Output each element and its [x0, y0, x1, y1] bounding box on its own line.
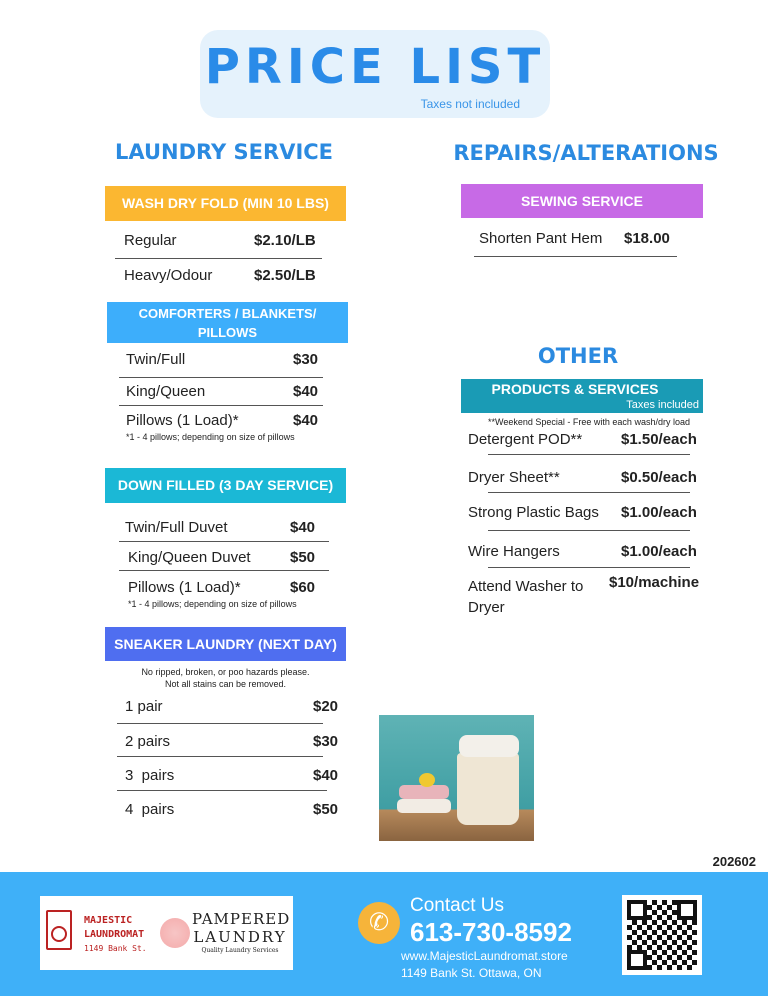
item-name: 4 pairs: [125, 801, 175, 818]
divider: [474, 256, 677, 257]
item-price: $1.00/each: [621, 543, 697, 560]
qr-code[interactable]: [622, 895, 702, 975]
divider: [488, 530, 690, 531]
item-price: $10/machine: [609, 574, 700, 591]
item-name: Heavy/Odour: [124, 267, 213, 284]
item-price: $40: [313, 767, 339, 784]
code: 202602: [712, 854, 756, 869]
contact-label: Contact Us: [410, 895, 504, 916]
divider: [488, 567, 690, 568]
sneaker-note: No ripped, broken, or poo hazards please…: [141, 667, 310, 677]
majestic-logo: MAJESTIC LAUNDROMAT 1149 Bank St.: [84, 915, 147, 953]
item-name: Pillows (1 Load)*: [128, 579, 241, 596]
down-header: DOWN FILLED (3 DAY SERVICE): [105, 468, 346, 503]
item-price: $18.00: [624, 230, 670, 247]
item-price: $40: [293, 383, 319, 400]
comforters-header: COMFORTERS / BLANKETS/ PILLOWS: [107, 302, 348, 343]
divider: [119, 377, 323, 378]
item-name: 2 pairs: [125, 733, 171, 750]
item-price: $2.10/LB: [254, 232, 316, 249]
item-name: Wire Hangers: [468, 543, 560, 560]
item-price: $30: [313, 733, 339, 750]
item-name: King/Queen: [126, 383, 206, 400]
sneaker-note: Not all stains can be removed.: [164, 679, 287, 689]
laundry-photo: [379, 715, 534, 841]
page-title: PRICE LIST: [204, 39, 546, 95]
washer-icon: [46, 910, 72, 950]
divider: [117, 756, 323, 757]
item-name: 3 pairs: [125, 767, 175, 784]
divider: [119, 405, 323, 406]
item-name: Dryer Sheet**: [468, 469, 560, 486]
item-price: $30: [293, 351, 319, 368]
divider: [488, 454, 690, 455]
item-name: Attend Washer to Dryer: [468, 578, 584, 616]
item-price: $2.50/LB: [254, 267, 316, 284]
item-name: Shorten Pant Hem: [479, 230, 603, 247]
item-price: $20: [313, 698, 339, 715]
products-header-label: PRODUCTS & SERVICES: [491, 381, 659, 397]
item-price: $50: [313, 801, 339, 818]
item-price: $50: [290, 549, 316, 566]
weekend-note: **Weekend Special - Free with each wash/…: [488, 417, 690, 427]
laundry-heading: LAUNDRY SERVICE: [114, 140, 334, 164]
other-heading: OTHER: [537, 344, 619, 368]
pampered-logo: PAMPERED LAUNDRY Quality Laundry Services: [192, 910, 291, 954]
sneaker-header: SNEAKER LAUNDRY (NEXT DAY): [105, 627, 346, 661]
divider: [117, 723, 323, 724]
pillow-note: *1 - 4 pillows; depending on size of pil…: [128, 599, 297, 609]
item-price: $0.50/each: [621, 469, 697, 486]
item-name: Strong Plastic Bags: [468, 504, 599, 521]
item-name: Pillows (1 Load)*: [126, 412, 239, 429]
divider: [488, 492, 690, 493]
divider: [119, 541, 329, 542]
item-name: Twin/Full: [126, 351, 186, 368]
phone-number[interactable]: 613-730-8592: [410, 917, 572, 947]
address: 1149 Bank St. Ottawa, ON: [401, 966, 542, 980]
item-name: Regular: [124, 232, 177, 249]
phone-icon: ✆: [358, 902, 400, 944]
item-price: $40: [293, 412, 319, 429]
products-header: PRODUCTS & SERVICES Taxes included: [461, 379, 703, 413]
flower-icon: [160, 918, 190, 948]
repairs-heading: REPAIRS/ALTERATIONS: [453, 141, 719, 165]
item-price: $1.00/each: [621, 504, 697, 521]
item-price: $60: [290, 579, 316, 596]
logos: MAJESTIC LAUNDROMAT 1149 Bank St. PAMPERED…: [40, 896, 293, 970]
divider: [115, 258, 322, 259]
item-name: Detergent POD**: [468, 431, 583, 448]
website-link[interactable]: www.MajesticLaundromat.store: [401, 949, 568, 963]
pillow-note: *1 - 4 pillows; depending on size of pil…: [126, 432, 295, 442]
item-price: $40: [290, 519, 316, 536]
divider: [119, 570, 329, 571]
taxes-note: Taxes not included: [420, 97, 520, 111]
item-price: $1.50/each: [621, 431, 697, 448]
item-name: King/Queen Duvet: [128, 549, 251, 566]
item-name: Twin/Full Duvet: [125, 519, 228, 536]
sewing-header: SEWING SERVICE: [461, 184, 703, 218]
taxes-included: Taxes included: [626, 399, 699, 411]
item-name: 1 pair: [125, 698, 163, 715]
divider: [117, 790, 327, 791]
wash-header: WASH DRY FOLD (MIN 10 LBS): [105, 186, 346, 221]
footer: MAJESTIC LAUNDROMAT 1149 Bank St. PAMPERED…: [0, 872, 768, 996]
title-box: PRICE LIST Taxes not included: [200, 30, 550, 118]
